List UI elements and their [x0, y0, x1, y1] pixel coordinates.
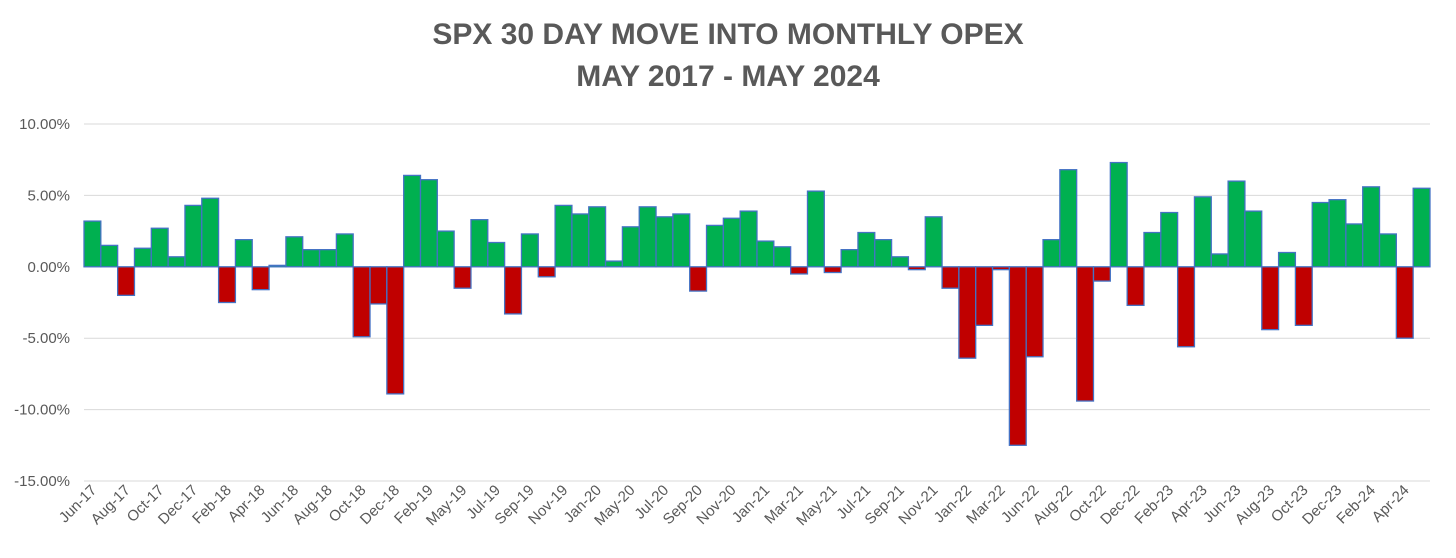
- bar-sep-23: [1277, 251, 1297, 268]
- bar-aug-22: [1059, 169, 1078, 268]
- bar-jun-18: [285, 236, 304, 268]
- bar-oct-22: [1092, 266, 1111, 282]
- bar-aug-17: [117, 266, 136, 297]
- bar-mar-23: [1176, 266, 1196, 348]
- bar-sep-22: [1076, 266, 1095, 402]
- bar-jul-19: [487, 241, 506, 268]
- bar-may-23: [1210, 253, 1229, 268]
- y-tick-label: -5.00%: [22, 330, 70, 347]
- bar-jul-17: [100, 244, 119, 268]
- bar-nov-17: [167, 256, 186, 268]
- bar-may-24: [1412, 187, 1431, 268]
- bar-jan-23: [1143, 231, 1162, 268]
- bar-mar-20: [604, 260, 624, 268]
- chart-subtitle: MAY 2017 - MAY 2024: [576, 60, 880, 93]
- bar-sep-17: [133, 247, 152, 268]
- y-tick-label: -15.00%: [14, 473, 70, 490]
- bar-oct-23: [1294, 266, 1313, 326]
- y-tick-label: 5.00%: [27, 187, 70, 204]
- chart-title: SPX 30 DAY MOVE INTO MONTHLY OPEX: [432, 18, 1024, 51]
- bar-mar-21: [790, 266, 809, 275]
- bar-nov-23: [1311, 201, 1330, 268]
- bar-may-20: [621, 226, 640, 268]
- bar-oct-18: [352, 266, 371, 338]
- bar-dec-21: [941, 266, 960, 289]
- bar-aug-20: [672, 213, 691, 268]
- bar-mar-18: [234, 239, 253, 268]
- bar-jul-20: [655, 216, 674, 268]
- y-tick-label: 0.00%: [27, 259, 70, 276]
- bar-apr-23: [1193, 196, 1212, 268]
- bar-aug-19: [503, 266, 523, 315]
- bar-feb-21: [773, 246, 792, 268]
- bar-jun-23: [1227, 180, 1246, 268]
- bar-feb-24: [1362, 186, 1381, 268]
- bar-jul-18: [302, 249, 321, 268]
- bar-nov-20: [722, 217, 741, 268]
- bar-jun-22: [1025, 266, 1044, 358]
- x-tick-label: Feb-18: [189, 482, 235, 528]
- y-tick-label: -10.00%: [14, 402, 70, 419]
- bar-jun-20: [638, 206, 657, 268]
- bar-dec-22: [1126, 266, 1145, 307]
- bar-mar-24: [1378, 233, 1397, 268]
- bar-jan-18: [201, 197, 220, 268]
- bar-may-22: [1008, 266, 1027, 446]
- bar-sep-19: [520, 233, 539, 268]
- bar-apr-18: [251, 266, 270, 291]
- bar-jan-21: [756, 240, 775, 268]
- bar-may-21: [823, 266, 842, 274]
- bar-apr-24: [1395, 266, 1414, 339]
- bar-jul-21: [857, 231, 876, 268]
- bar-oct-20: [705, 224, 724, 268]
- bar-oct-17: [150, 227, 169, 268]
- bar-feb-23: [1160, 211, 1179, 268]
- bar-aug-21: [874, 239, 893, 268]
- bar-dec-18: [386, 266, 405, 395]
- bar-oct-19: [537, 266, 556, 278]
- bar-nov-18: [369, 266, 388, 305]
- bar-dec-19: [571, 213, 590, 268]
- bar-may-19: [453, 266, 472, 289]
- bar-feb-18: [217, 266, 237, 304]
- bar-jul-22: [1042, 239, 1061, 268]
- bar-nov-21: [924, 216, 943, 268]
- bar-oct-21: [907, 266, 926, 271]
- bar-aug-23: [1261, 266, 1280, 331]
- y-tick-label: 10.00%: [19, 116, 70, 133]
- bar-nov-19: [554, 204, 573, 268]
- bar-dec-20: [739, 210, 758, 268]
- bar-sep-18: [335, 233, 354, 268]
- bar-jun-19: [470, 219, 489, 268]
- x-tick-label: Feb-23: [1131, 482, 1177, 528]
- bar-jan-19: [403, 174, 422, 268]
- bar-feb-19: [419, 179, 438, 268]
- bar-aug-18: [318, 249, 338, 268]
- bar-nov-22: [1109, 161, 1128, 268]
- bar-sep-21: [890, 256, 910, 268]
- bar-jun-21: [840, 249, 859, 268]
- bar-jan-22: [958, 266, 977, 359]
- x-tick-label: Mar-22: [963, 482, 1009, 528]
- bar-jan-24: [1345, 223, 1364, 268]
- bar-jul-23: [1244, 210, 1263, 268]
- bar-jan-20: [588, 206, 607, 268]
- bar-apr-21: [806, 190, 825, 268]
- bar-mar-22: [991, 266, 1011, 271]
- bar-dec-17: [184, 204, 203, 268]
- bar-feb-22: [975, 266, 994, 326]
- bar-sep-20: [689, 266, 708, 292]
- bar-jun-17: [83, 220, 102, 268]
- bar-may-18: [268, 264, 287, 268]
- x-tick-label: Apr-24: [1369, 482, 1413, 526]
- bar-dec-23: [1328, 199, 1347, 268]
- bar-mar-19: [436, 230, 455, 268]
- x-tick-label: Feb-24: [1333, 482, 1379, 528]
